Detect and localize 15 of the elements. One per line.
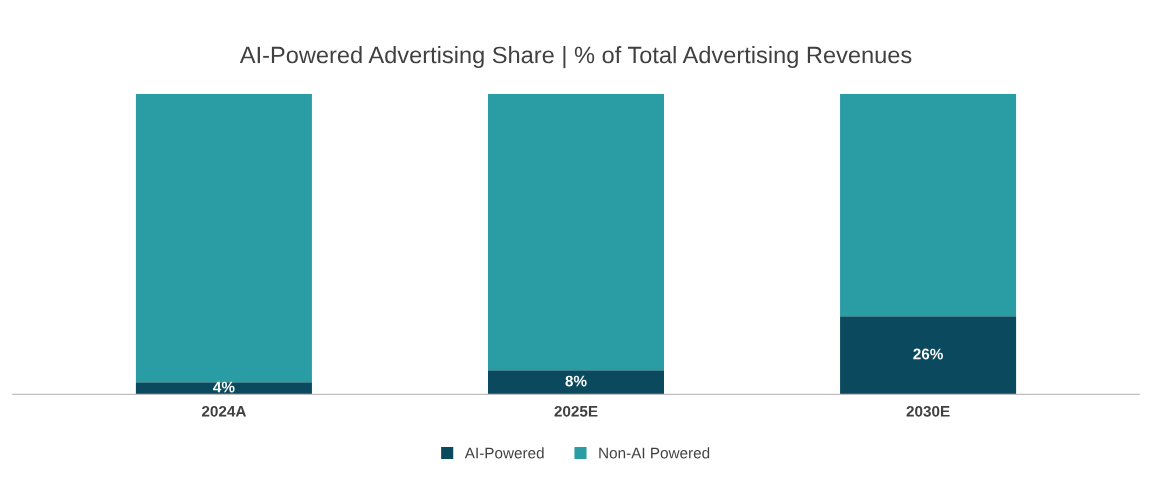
bar (135, 382, 312, 395)
chart-title: AI-Powered Advertising Share | % of Total Advertising Revenues (239, 46, 912, 69)
data-label: 8% (565, 375, 587, 387)
legend-label: AI-Powered (464, 447, 544, 459)
data-label: 4% (213, 381, 235, 393)
legend-label: Non-AI Powered (599, 447, 710, 459)
bar (135, 93, 312, 383)
bar (487, 93, 665, 371)
bar (840, 316, 1017, 395)
x-tick-label: 2030E (906, 405, 950, 417)
x-tick-label: 2025E (554, 405, 598, 417)
x-tick-label: 2024A (201, 405, 247, 417)
bar (840, 93, 1017, 317)
bar (487, 370, 665, 395)
data-label: 26% (913, 348, 943, 360)
